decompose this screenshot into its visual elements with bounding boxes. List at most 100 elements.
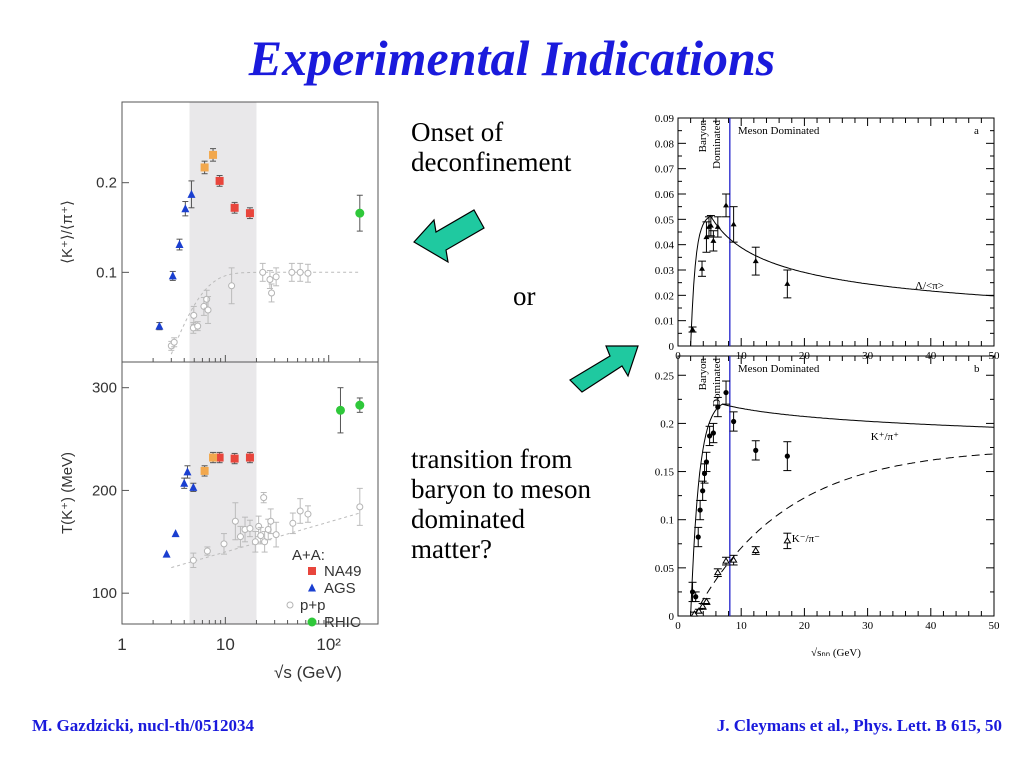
data-point (215, 176, 224, 185)
data-point (694, 607, 703, 614)
transition-line-2: baryon to meson (411, 474, 591, 504)
series-na49-prelim- (200, 451, 218, 477)
data-point (710, 430, 716, 436)
data-point (335, 405, 345, 415)
data-point (203, 295, 211, 303)
curve-label: Λ/<π> (915, 280, 944, 292)
series-ags (162, 465, 198, 558)
data-point (261, 538, 269, 546)
data-point (707, 433, 713, 439)
baryon-label: Baryon (697, 358, 709, 391)
legend-title: A+A: (292, 547, 325, 564)
slide-title: Experimental Indications (248, 30, 776, 86)
x-tick-label: 10 (216, 635, 235, 654)
data-point (220, 540, 228, 548)
series-ags (155, 180, 196, 331)
legend-marker (308, 583, 316, 592)
data-point (699, 265, 706, 271)
data-point (171, 529, 180, 538)
or-text: or (513, 281, 536, 311)
data-point (203, 547, 211, 555)
data-point (355, 208, 365, 218)
data-point (230, 203, 239, 212)
left-bottom-panel: 100 200 300 T(K⁺) (MeV) 1 10 10² √s (GeV) (59, 361, 379, 682)
data-point (189, 482, 198, 491)
y-tick-label: 0.09 (655, 113, 675, 125)
data-point (260, 494, 268, 502)
onset-line-1: Onset of (411, 117, 504, 147)
legend-label: RHIC (324, 614, 361, 631)
data-point (296, 268, 304, 276)
data-point (751, 546, 760, 554)
model-curve (690, 214, 995, 347)
data-point (703, 459, 710, 465)
data-point (689, 326, 696, 332)
kminus-curve-label: K⁻/π⁻ (792, 533, 820, 545)
data-point (228, 282, 236, 290)
right-bottom-panel: 0 10 20 30 40 50 0 0.05 0.1 0.15 0.2 0.25 Baryon Domi… (655, 355, 1001, 659)
x-tick-label: 20 (799, 620, 811, 632)
x-tick-label: 40 (925, 620, 937, 632)
panel-label: a (974, 125, 979, 137)
legend-marker (308, 567, 316, 575)
data-point (702, 597, 711, 605)
right-figure: 0 10 20 30 40 50 0 0.01 0.02 0.03 0.04 0.05 0.06 0.07… (655, 113, 1001, 659)
left-top-panel: 0.1 0.2 ⟨K⁺⟩/⟨π⁺⟩ (59, 101, 379, 363)
legend-label: NA49 (324, 563, 362, 580)
series-p-p (167, 262, 312, 351)
arrow-left-icon (413, 209, 485, 264)
data-point (272, 531, 280, 539)
y-tick-label: 0.03 (655, 265, 675, 277)
data-point (200, 466, 209, 475)
baryon-label: Baryon (697, 120, 709, 153)
data-point (697, 507, 703, 513)
data-point (714, 223, 721, 229)
y-axis-label: ⟨K⁺⟩/⟨π⁺⟩ (59, 200, 76, 264)
data-point (784, 453, 790, 459)
data-point (723, 389, 729, 396)
meson-label: Meson Dominated (738, 363, 820, 375)
data-point (209, 150, 218, 159)
data-point (189, 556, 197, 564)
shaded-band (189, 362, 257, 624)
data-point (257, 532, 265, 540)
x-tick-label: 50 (989, 620, 1001, 632)
data-point (245, 209, 254, 218)
y-tick-label: 0 (669, 611, 675, 623)
legend-label: p+p (300, 597, 325, 614)
y-tick-label: 0.1 (96, 264, 117, 281)
data-point (700, 488, 706, 494)
transition-line-4: matter? (411, 534, 492, 564)
y-tick-label: 0.07 (655, 164, 675, 176)
panel-frame (677, 355, 995, 617)
kplus-curve (690, 403, 995, 617)
series-na49 (215, 175, 254, 220)
y-tick-label: 0.05 (655, 563, 675, 575)
onset-text: Onset of deconfinement (411, 117, 571, 177)
y-axis-label: T(K⁺) (MeV) (59, 452, 76, 534)
data-point (701, 470, 708, 477)
data-point (695, 534, 701, 540)
transition-line-1: transition from (411, 444, 573, 474)
data-point (355, 400, 365, 410)
data-point (267, 517, 275, 525)
y-tick-label: 0.15 (655, 467, 675, 479)
data-point (730, 221, 737, 227)
series-lambda (688, 193, 792, 333)
y-tick-label: 0.01 (655, 316, 674, 328)
data-point (784, 280, 791, 286)
y-tick-label: 0.06 (655, 189, 675, 201)
x-tick-label: 30 (862, 620, 874, 632)
y-tick-label: 0.2 (660, 418, 674, 430)
x-axis-label: √s (GeV) (274, 663, 342, 682)
data-point (251, 538, 259, 546)
y-tick-label: 0.25 (655, 370, 675, 382)
panel-frame (677, 117, 995, 347)
data-point (731, 418, 737, 425)
panel-label: b (974, 363, 980, 375)
series-na49-prelim- (200, 148, 218, 175)
data-point (245, 453, 254, 462)
data-point (715, 404, 721, 410)
footer-right: J. Cleymans et al., Phys. Lett. B 615, 5… (716, 716, 1002, 735)
